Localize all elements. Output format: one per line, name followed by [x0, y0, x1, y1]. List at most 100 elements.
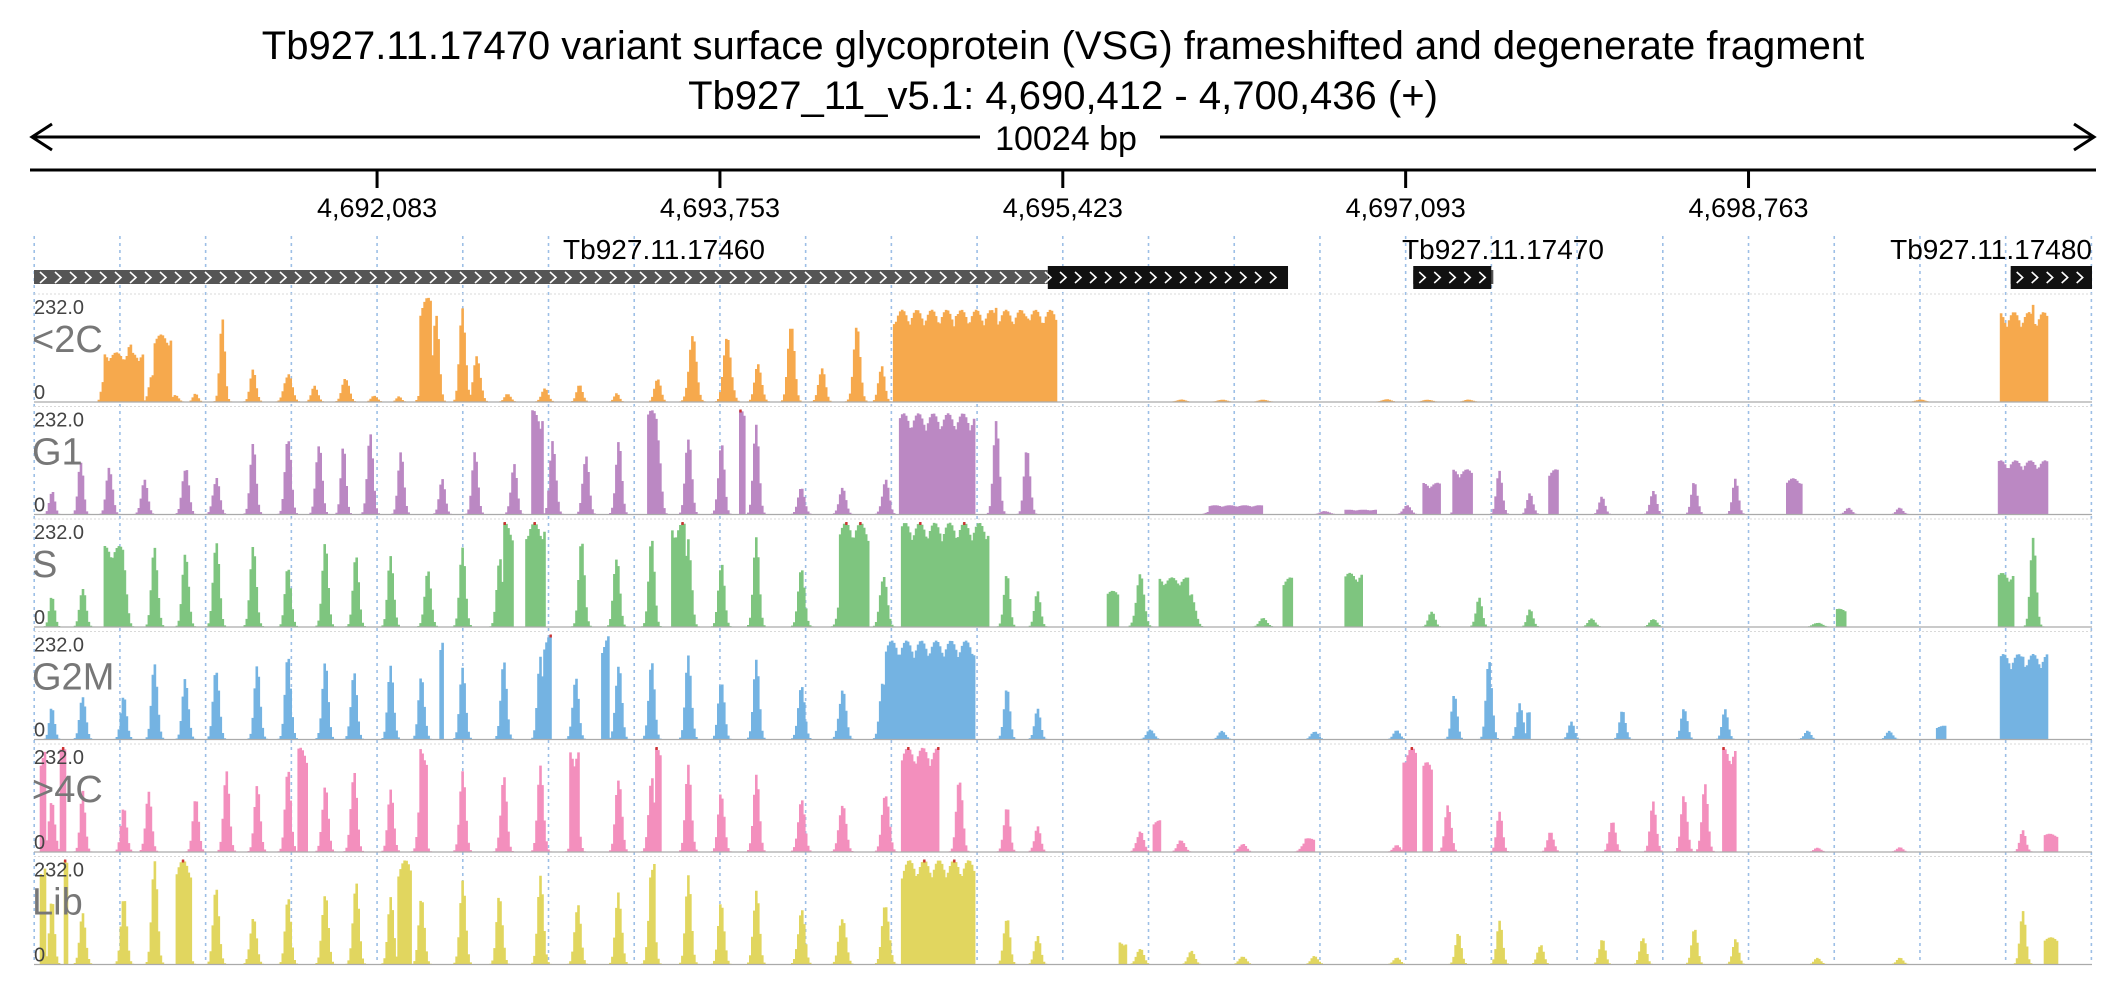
- gene-cds-bar: [1047, 266, 1289, 289]
- gene-annotation-track: Tb927.11.17460 Tb927.11.17470 Tb927.11.174…: [34, 234, 2092, 289]
- strand-chevron-icon: [1134, 271, 1143, 284]
- strand-chevron-icon: [384, 271, 393, 284]
- page-title: Tb927.11.17470 variant surface glycoprot…: [261, 24, 1865, 68]
- strand-chevron-icon: [2046, 271, 2054, 284]
- strand-chevron-icon: [1463, 271, 1472, 284]
- strand-chevron-icon: [489, 271, 498, 284]
- clip-marker: [655, 747, 658, 750]
- strand-chevron-icon: [339, 271, 348, 284]
- track-name-label: G2M: [32, 657, 114, 699]
- gene-feature[interactable]: Tb927.11.17470: [1402, 234, 1604, 289]
- strand-chevron-icon: [39, 271, 48, 284]
- strand-chevron-icon: [189, 271, 198, 284]
- coverage-area: [34, 860, 2092, 965]
- x-tick-label: 4,695,423: [1003, 193, 1123, 223]
- strand-chevron-icon: [609, 271, 618, 284]
- strand-chevron-icon: [84, 271, 93, 284]
- track-name-label: S: [32, 544, 57, 586]
- strand-chevron-icon: [354, 271, 363, 284]
- strand-chevron-icon: [684, 271, 693, 284]
- scale-bar: 10024 bp: [29, 120, 2097, 158]
- y-max-label: 232.0: [34, 297, 84, 319]
- position-axis: 4,692,083 4,693,753 4,695,423 4,697,093 4,69…: [30, 168, 2096, 223]
- strand-chevron-icon: [699, 271, 708, 284]
- track-name-label: G1: [32, 432, 83, 474]
- strand-chevron-icon: [804, 271, 813, 284]
- strand-chevron-icon: [549, 271, 558, 284]
- clip-marker: [963, 522, 966, 525]
- coverage-track: 232.0 0 G1: [32, 406, 2092, 517]
- clip-marker: [953, 859, 956, 863]
- strand-chevron-icon: [894, 271, 903, 284]
- gene-feature[interactable]: Tb927.11.17460: [34, 234, 1289, 289]
- strand-chevron-icon: [414, 271, 423, 284]
- strand-chevron-icon: [954, 271, 963, 284]
- strand-chevron-icon: [1448, 271, 1457, 284]
- scale-arrow-left-icon: [29, 122, 53, 152]
- strand-chevron-icon: [1164, 271, 1173, 284]
- strand-chevron-icon: [879, 271, 888, 284]
- strand-chevron-icon: [204, 271, 213, 284]
- coverage-track: 232.0 0 S: [32, 518, 2092, 629]
- coverage-track: 232.0 0 <2C: [32, 293, 2092, 404]
- strand-chevron-icon: [984, 271, 993, 284]
- clip-marker: [859, 522, 862, 525]
- strand-chevron-icon: [759, 271, 768, 284]
- strand-chevron-icon: [159, 271, 168, 284]
- track-name-label: <2C: [32, 319, 103, 361]
- strand-chevron-icon: [939, 271, 948, 284]
- strand-chevron-icon: [474, 271, 483, 284]
- strand-chevron-icon: [219, 271, 228, 284]
- strand-chevron-icon: [594, 271, 603, 284]
- strand-chevron-icon: [1014, 271, 1023, 284]
- strand-chevron-icon: [1224, 271, 1233, 284]
- strand-chevron-icon: [819, 271, 828, 284]
- y-max-label: 232.0: [34, 860, 84, 882]
- gene-feature[interactable]: Tb927.11.17480: [1890, 234, 2092, 289]
- strand-chevron-icon: [369, 271, 378, 284]
- gene-label: Tb927.11.17470: [1402, 234, 1604, 265]
- strand-chevron-icon: [1478, 271, 1487, 284]
- coverage-track: 232.0 0 Lib: [32, 856, 2092, 967]
- y-min-label: 0: [34, 382, 45, 404]
- strand-chevron-icon: [399, 271, 408, 284]
- y-max-label: 232.0: [34, 747, 84, 769]
- strand-chevron-icon: [834, 271, 843, 284]
- strand-chevron-icon: [1433, 271, 1442, 284]
- clip-marker: [549, 634, 552, 638]
- strand-chevron-icon: [969, 271, 978, 284]
- strand-chevron-icon: [924, 271, 933, 284]
- clip-marker: [919, 522, 922, 525]
- strand-chevron-icon: [1074, 271, 1083, 284]
- strand-chevron-icon: [579, 271, 588, 284]
- coverage-track: 232.0 0 G2M: [32, 631, 2092, 742]
- strand-chevron-icon: [2031, 271, 2039, 284]
- strand-chevron-icon: [234, 271, 243, 284]
- strand-chevron-icon: [1179, 271, 1188, 284]
- strand-chevron-icon: [1418, 271, 1427, 284]
- track-name-label: >4C: [32, 769, 103, 811]
- strand-chevron-icon: [2061, 271, 2069, 284]
- strand-chevron-icon: [249, 271, 258, 284]
- gene-label: Tb927.11.17480: [1890, 234, 2092, 265]
- clip-marker: [1722, 747, 1725, 750]
- strand-chevron-icon: [1194, 271, 1203, 284]
- strand-chevron-icon: [624, 271, 633, 284]
- strand-chevron-icon: [774, 271, 783, 284]
- x-tick-label: 4,693,753: [660, 193, 780, 223]
- x-tick-label: 4,698,763: [1688, 193, 1808, 223]
- strand-chevron-icon: [849, 271, 858, 284]
- strand-chevron-icon: [54, 271, 63, 284]
- clip-marker: [681, 522, 684, 525]
- strand-chevron-icon: [999, 271, 1008, 284]
- strand-chevron-icon: [459, 271, 468, 284]
- y-max-label: 232.0: [34, 522, 84, 544]
- clip-marker: [937, 747, 940, 750]
- strand-chevron-icon: [1239, 271, 1248, 284]
- strand-chevron-icon: [1149, 271, 1158, 284]
- strand-chevron-icon: [1119, 271, 1128, 284]
- y-min-label: 0: [34, 720, 45, 742]
- strand-chevron-icon: [1044, 271, 1053, 284]
